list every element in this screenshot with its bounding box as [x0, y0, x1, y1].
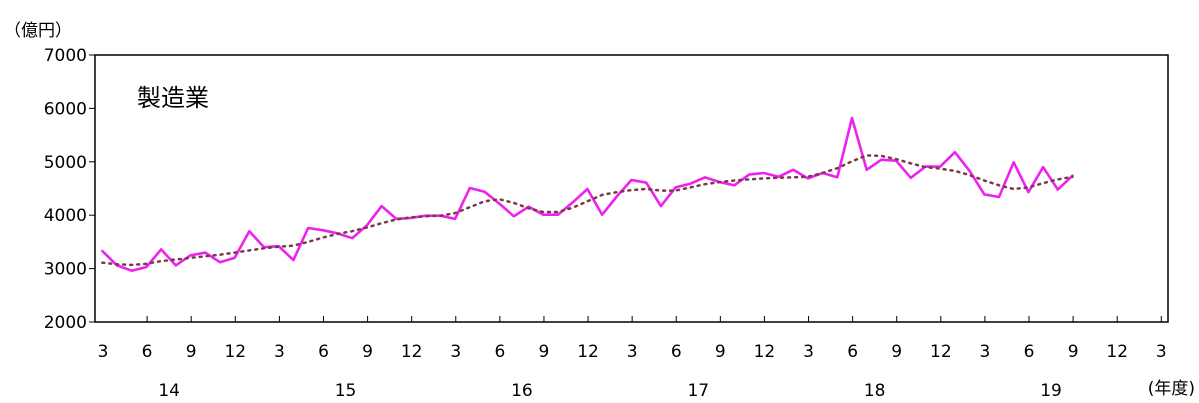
x-tick-label: 9: [539, 342, 550, 362]
y-tick-label: 5000: [44, 153, 87, 173]
x-tick-label: 9: [1068, 342, 1079, 362]
labels: 2000 3000 4000 5000 6000 7000 3 6 9 12 3 6 9 12 3 6 9 12 3…: [4, 21, 1195, 401]
lines: [101, 116, 1074, 273]
y-tick-label: 3000: [44, 260, 87, 280]
x-tick-label: 6: [671, 342, 682, 362]
x-axis-unit: (年度): [1148, 379, 1195, 399]
x-tick-label: 3: [98, 342, 109, 362]
x-tick-label: 3: [980, 342, 991, 362]
y-tick-label: 2000: [44, 313, 87, 333]
year-label: 15: [335, 381, 357, 401]
x-tick-label: 3: [627, 342, 638, 362]
x-tick-label: 3: [450, 342, 461, 362]
x-tick-label: 3: [274, 342, 285, 362]
year-label: 17: [687, 381, 709, 401]
x-tick-label: 9: [362, 342, 373, 362]
plot-frame: [94, 54, 1169, 323]
series-line-trend: [101, 154, 1074, 267]
x-tick-label: 12: [1106, 342, 1128, 362]
x-tick-label: 12: [754, 342, 776, 362]
x-tick-label: 6: [1024, 342, 1035, 362]
x-tick-label: 12: [401, 342, 423, 362]
y-axis-unit: （億円）: [4, 21, 72, 41]
x-tick-label: 12: [577, 342, 599, 362]
x-tick-label: 3: [803, 342, 814, 362]
x-tick-label: 9: [891, 342, 902, 362]
axes: [89, 54, 1169, 323]
year-label: 19: [1040, 381, 1062, 401]
x-tick-label: 9: [186, 342, 197, 362]
x-tick-label: 9: [715, 342, 726, 362]
x-tick-label: 3: [1156, 342, 1167, 362]
series-line-monthly: [101, 116, 1074, 273]
chart-title: 製造業: [137, 84, 209, 112]
x-tick-label: 12: [224, 342, 246, 362]
year-label: 18: [864, 381, 886, 401]
year-label: 14: [158, 381, 180, 401]
y-tick-label: 7000: [44, 46, 87, 66]
x-tick-label: 6: [318, 342, 329, 362]
x-tick-label: 12: [930, 342, 952, 362]
y-tick-label: 4000: [44, 206, 87, 226]
year-label: 16: [511, 381, 533, 401]
x-tick-label: 6: [142, 342, 153, 362]
x-tick-label: 6: [847, 342, 858, 362]
x-tick-label: 6: [494, 342, 505, 362]
y-tick-label: 6000: [44, 99, 87, 119]
